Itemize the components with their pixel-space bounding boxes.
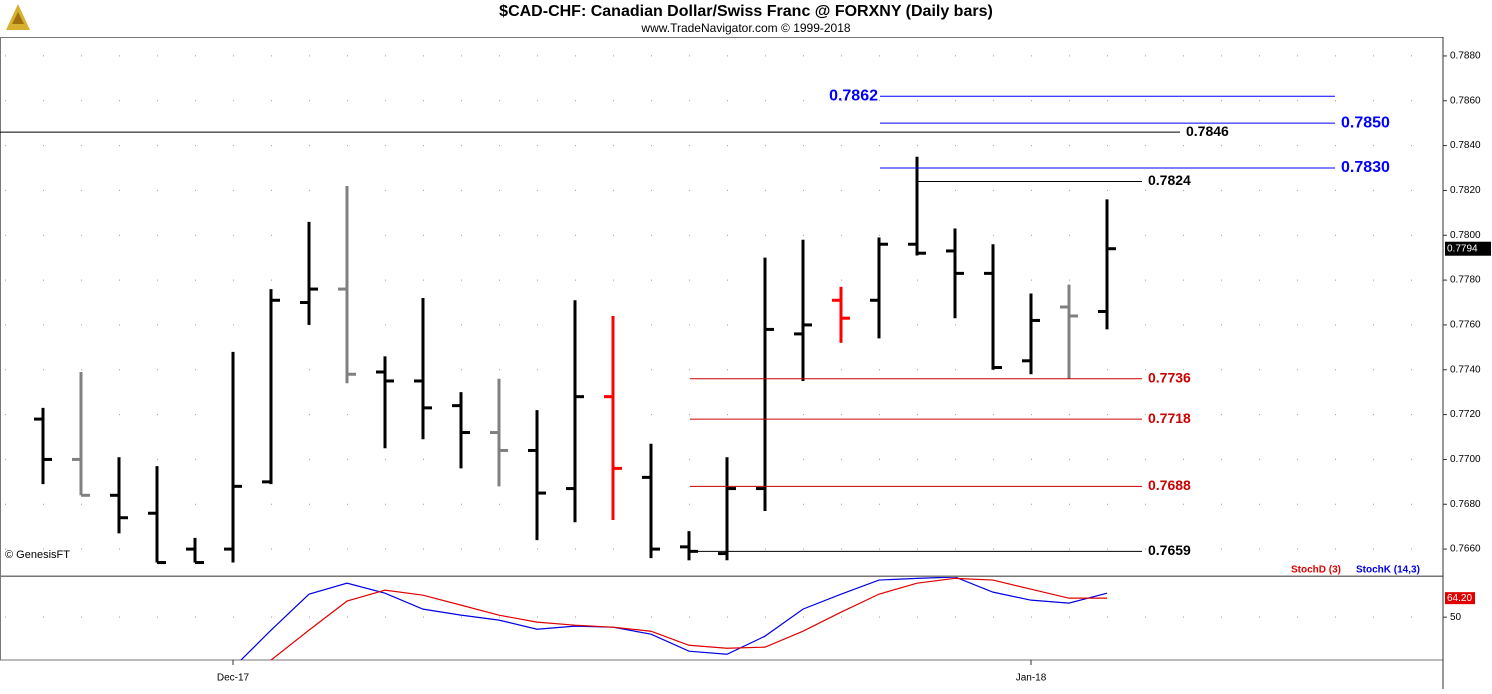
y-tick-label: 0.7700 bbox=[1450, 454, 1481, 465]
y-tick-label: 0.7780 bbox=[1450, 275, 1481, 286]
stoch-line bbox=[240, 577, 1108, 660]
last-price-box bbox=[1445, 241, 1491, 256]
logo bbox=[6, 4, 30, 30]
level-label: 0.7824 bbox=[1148, 172, 1191, 188]
chart-title: $CAD-CHF: Canadian Dollar/Swiss Franc @ … bbox=[499, 3, 993, 20]
y-tick-label: 0.7720 bbox=[1450, 409, 1481, 420]
last-price-label: 0.7794 bbox=[1447, 243, 1478, 254]
y-tick-label: 0.7880 bbox=[1450, 51, 1481, 62]
chart-subtitle: www.TradeNavigator.com © 1999-2018 bbox=[640, 21, 850, 35]
x-tick-label: Dec-17 bbox=[217, 673, 250, 684]
level-label: 0.7830 bbox=[1341, 159, 1390, 176]
value-label: 64.20 bbox=[1447, 593, 1472, 604]
y-tick-label: 0.7820 bbox=[1450, 185, 1481, 196]
level-label: 0.7659 bbox=[1148, 542, 1191, 558]
level-label: 0.7862 bbox=[829, 88, 878, 105]
level-label: 0.7688 bbox=[1148, 477, 1191, 493]
level-label: 0.7718 bbox=[1148, 410, 1191, 426]
x-tick-label: Jan-18 bbox=[1016, 673, 1047, 684]
y-tick-label: 0.7680 bbox=[1450, 499, 1481, 510]
stoch-line bbox=[269, 577, 1107, 660]
source-note: © GenesisFT bbox=[5, 549, 70, 561]
level-label: 0.7846 bbox=[1186, 123, 1229, 139]
level-label: 0.7850 bbox=[1341, 114, 1390, 131]
y-tick-label: 0.7740 bbox=[1450, 364, 1481, 375]
legend-entry: StochD (3) bbox=[1291, 565, 1341, 576]
y-tick-label: 0.7760 bbox=[1450, 320, 1481, 331]
stoch-plot bbox=[0, 577, 1443, 660]
y-tick-label: 0.7800 bbox=[1450, 230, 1481, 241]
legend-entry: StochK (14,3) bbox=[1356, 565, 1420, 576]
level-label: 0.7736 bbox=[1148, 369, 1191, 385]
price-plot bbox=[0, 55, 1443, 565]
value-label-box bbox=[1445, 592, 1475, 605]
y-tick-label: 0.7860 bbox=[1450, 95, 1481, 106]
y-tick-label: 50 bbox=[1450, 612, 1462, 623]
y-tick-label: 0.7840 bbox=[1450, 140, 1481, 151]
y-tick-label: 0.7660 bbox=[1450, 544, 1481, 555]
